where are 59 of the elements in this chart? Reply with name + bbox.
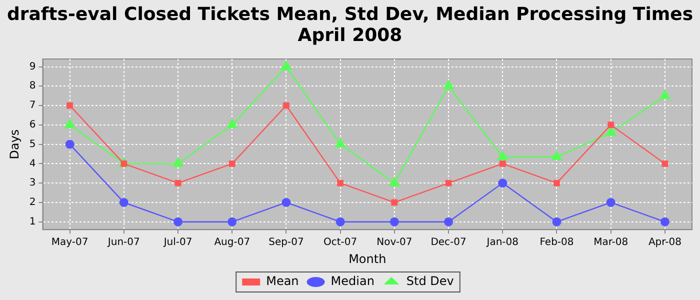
x-tick-label: Aug-07 xyxy=(214,237,250,248)
point xyxy=(390,217,399,226)
x-tick-label: Dec-07 xyxy=(430,237,466,248)
point xyxy=(172,157,184,167)
chart-title: drafts-eval Closed Tickets Mean, Std Dev, Median Processing Times April 2008 xyxy=(6,3,694,48)
point xyxy=(174,180,182,186)
point xyxy=(388,176,400,186)
point xyxy=(228,160,236,167)
point xyxy=(498,178,508,188)
x-tick-label: Oct-07 xyxy=(324,237,358,248)
y-tick-label: 2 xyxy=(29,197,36,208)
y-tick-label: 5 xyxy=(29,138,36,150)
point xyxy=(337,180,344,186)
x-tick-label: Mar-08 xyxy=(594,237,628,248)
point xyxy=(497,150,508,160)
y-tick-label: 4 xyxy=(29,158,36,170)
point xyxy=(228,217,237,226)
point xyxy=(551,150,562,160)
point xyxy=(283,102,290,109)
point xyxy=(444,217,454,226)
x-tick-label: May-07 xyxy=(51,237,88,248)
y-tick-label: 8 xyxy=(29,80,36,92)
point xyxy=(66,102,73,109)
point xyxy=(660,217,670,226)
legend-label: Mean xyxy=(266,274,299,288)
point xyxy=(659,89,671,100)
x-tick-label: Apr-08 xyxy=(648,237,682,248)
y-tick-label: 3 xyxy=(29,178,36,189)
x-tick-label: Jul-07 xyxy=(162,237,192,248)
point xyxy=(445,180,452,186)
x-tick-label: Nov-07 xyxy=(376,237,412,248)
x-tick-label: Feb-08 xyxy=(540,237,574,248)
legend-label: Std Dev xyxy=(406,274,454,288)
point xyxy=(662,160,668,167)
y-tick-label: 7 xyxy=(29,100,36,112)
point xyxy=(552,217,562,226)
point xyxy=(499,160,506,167)
point xyxy=(336,217,345,226)
point xyxy=(280,60,292,70)
y-axis-title: Days xyxy=(7,129,22,160)
point xyxy=(119,198,128,207)
point xyxy=(65,140,74,149)
point xyxy=(64,118,76,128)
point xyxy=(554,180,560,186)
y-tick-label: 1 xyxy=(29,216,36,228)
x-tick-label: Jan-08 xyxy=(486,237,519,248)
legend-label: Median xyxy=(330,274,374,288)
point xyxy=(606,198,616,207)
point xyxy=(442,80,454,90)
y-tick-label: 6 xyxy=(29,120,36,131)
point xyxy=(608,122,614,128)
x-tick-label: Jun-07 xyxy=(106,237,140,248)
y-tick-label: 9 xyxy=(29,61,36,72)
x-axis-title: Month xyxy=(348,252,386,266)
point xyxy=(334,138,346,148)
point xyxy=(174,217,183,226)
point xyxy=(226,118,238,128)
x-tick-label: Sep-07 xyxy=(268,237,304,248)
point xyxy=(282,198,291,207)
